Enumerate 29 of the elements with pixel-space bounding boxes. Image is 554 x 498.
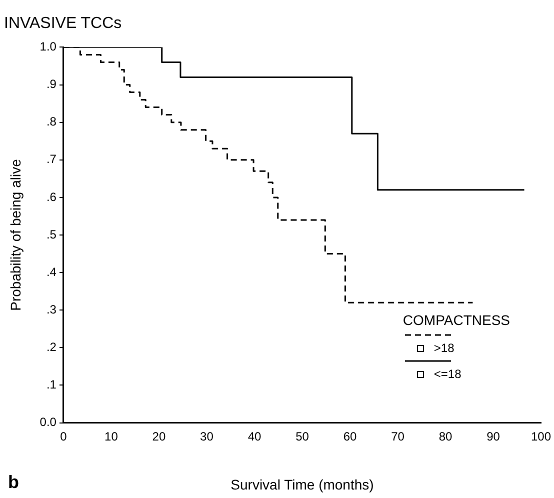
y-tick-label: .8 — [46, 114, 57, 129]
x-tick-label: 60 — [343, 429, 357, 444]
x-tick-label: 40 — [248, 429, 262, 444]
y-tick-label: .6 — [46, 190, 57, 204]
y-tick-label: .3 — [46, 302, 57, 316]
chart-title: INVASIVE TCCs — [4, 15, 122, 32]
text: b — [8, 472, 19, 492]
y-tick-label: 0.0 — [40, 415, 57, 430]
y-tick-label: .7 — [46, 152, 57, 166]
y-tick-label: .2 — [46, 340, 57, 354]
x-tick-label: 30 — [200, 429, 214, 444]
y-axis-title: Probability of being alive — [7, 158, 24, 311]
x-tick-label: 20 — [152, 429, 166, 444]
x-tick-label: 90 — [486, 429, 500, 444]
x-tick-label: 0 — [60, 429, 68, 444]
legend-title: COMPACTNESS — [402, 312, 510, 328]
y-tick-label: .9 — [46, 77, 57, 92]
x-tick-label: 50 — [296, 429, 310, 444]
legend-label: <=18 — [434, 367, 462, 381]
y-tick-label: .4 — [46, 264, 57, 279]
x-tick-label: 80 — [438, 429, 452, 444]
legend-label: >18 — [434, 341, 454, 355]
x-axis-title: Survival Time (months) — [230, 476, 374, 492]
x-tick-label: 10 — [104, 429, 118, 444]
x-tick-label: 70 — [391, 429, 405, 444]
y-tick-label: .1 — [46, 378, 57, 392]
x-tick-label: 100 — [530, 429, 552, 444]
y-tick-label: 1.0 — [40, 40, 57, 54]
y-tick-label: .5 — [46, 227, 57, 242]
